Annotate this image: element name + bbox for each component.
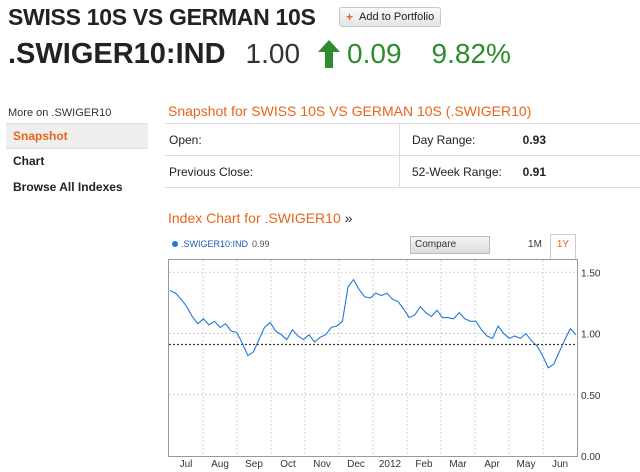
52-week-range-label: 52-Week Range: xyxy=(412,165,502,179)
legend-label: .SWIGER10:IND xyxy=(181,239,249,249)
sidebar-heading: More on .SWIGER10 xyxy=(8,107,112,119)
plus-icon: + xyxy=(346,10,354,24)
x-tick-label: Aug xyxy=(211,459,229,470)
chart-legend: .SWIGER10:IND 0.99 xyxy=(172,239,270,249)
add-to-portfolio-label: Add to Portfolio xyxy=(359,11,435,23)
page-title: SWISS 10S VS GERMAN 10S xyxy=(8,4,316,30)
range-1m-button[interactable]: 1M xyxy=(528,239,542,250)
add-to-portfolio-button[interactable]: + Add to Portfolio xyxy=(339,7,441,27)
snapshot-row-open: Open: 0.93 Day Range: xyxy=(165,124,640,156)
sidebar-nav: Snapshot Chart Browse All Indexes xyxy=(6,123,148,201)
x-tick-label: May xyxy=(517,459,536,470)
day-range-label: Day Range: xyxy=(412,133,476,147)
series-line xyxy=(169,278,577,369)
up-arrow-icon xyxy=(318,40,341,68)
x-tick-label: Mar xyxy=(449,459,467,470)
x-tick-label: Apr xyxy=(484,459,500,470)
ticker-symbol: .SWIGER10:IND xyxy=(8,37,226,70)
chart-plot-area xyxy=(168,259,578,457)
open-value: 0.93 xyxy=(522,133,546,147)
percent-change: 9.82% xyxy=(431,38,511,69)
divider xyxy=(165,123,640,124)
y-tick-label: 0.00 xyxy=(581,452,601,463)
x-tick-label: Jul xyxy=(180,459,193,470)
previous-close-label: Previous Close: xyxy=(169,165,254,179)
x-tick-label: Oct xyxy=(280,459,296,470)
series-dot-icon xyxy=(172,241,178,247)
double-chevron-icon: » xyxy=(344,210,353,226)
y-tick-label: 1.00 xyxy=(581,330,601,341)
sidebar-item-snapshot[interactable]: Snapshot xyxy=(6,123,148,149)
x-tick-label: Sep xyxy=(245,459,263,470)
chart-title-text: Index Chart for .SWIGER10 xyxy=(168,210,341,226)
divider xyxy=(399,124,400,155)
price-change: 0.09 xyxy=(347,38,402,69)
divider xyxy=(399,156,400,187)
snapshot-table: Open: 0.93 Day Range: Previous Close: 0.… xyxy=(165,124,640,188)
open-label: Open: xyxy=(169,133,202,147)
x-tick-label: Dec xyxy=(347,459,365,470)
y-tick-label: 1.50 xyxy=(581,268,601,279)
compare-input[interactable]: Compare xyxy=(410,236,490,254)
y-tick-label: 0.50 xyxy=(581,391,601,402)
x-tick-label: 2012 xyxy=(379,459,402,470)
snapshot-title: Snapshot for SWISS 10S VS GERMAN 10S (.S… xyxy=(168,103,532,119)
last-price: 1.00 xyxy=(245,38,301,69)
legend-value: 0.99 xyxy=(252,239,270,249)
chart-section-title[interactable]: Index Chart for .SWIGER10» xyxy=(168,210,353,226)
sidebar-item-chart[interactable]: Chart xyxy=(13,154,45,168)
x-tick-label: Jun xyxy=(552,459,568,470)
sidebar-item-browse-all-indexes[interactable]: Browse All Indexes xyxy=(13,180,123,194)
quote-row: .SWIGER10:IND 1.00 0.09 9.82% xyxy=(8,36,511,72)
x-tick-label: Nov xyxy=(313,459,331,470)
x-tick-label: Feb xyxy=(415,459,433,470)
range-1y-button[interactable]: 1Y xyxy=(550,234,576,260)
previous-close-value: 0.91 xyxy=(522,165,546,179)
snapshot-row-previous-close: Previous Close: 0.91 52-Week Range: xyxy=(165,156,640,188)
